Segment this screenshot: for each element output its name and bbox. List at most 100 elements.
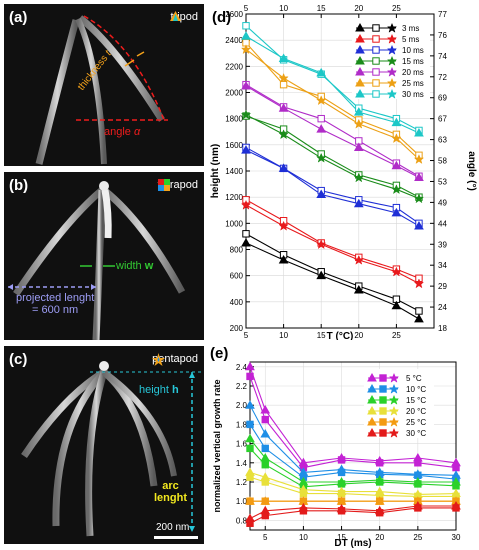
y-axis-title: normalized vertical growth rate (212, 379, 222, 512)
legend-label: 5 °C (406, 374, 422, 383)
y2-tick-label: 49 (438, 198, 447, 207)
data-point (278, 254, 289, 264)
legend-marker (355, 55, 365, 65)
data-point (242, 22, 250, 30)
x-top-tick-label: 25 (392, 4, 401, 13)
data-point (316, 152, 327, 163)
data-point (240, 199, 252, 210)
y-tick-label: 800 (230, 246, 244, 255)
data-point (337, 497, 346, 505)
data-point (353, 285, 364, 294)
y2-tick-label: 29 (438, 282, 447, 291)
data-point (391, 133, 402, 144)
data-point (391, 184, 402, 195)
data-point (278, 53, 289, 62)
legend-label: 20 ms (402, 68, 424, 77)
data-point (391, 300, 402, 310)
data-point (245, 400, 255, 409)
x-tick-label: 30 (452, 533, 461, 542)
panel-label-c: (c) (9, 351, 28, 368)
data-point (299, 507, 308, 515)
sem-image-tetrapod: (b) tetrapod width w projected lenght = … (4, 172, 204, 340)
data-point (414, 313, 424, 323)
legend-label: 3 ms (402, 24, 419, 33)
pentapod-legend: pentapod (152, 353, 198, 365)
y2-axis-title: angle (°) (466, 151, 477, 191)
y2-tick-label: 24 (438, 303, 447, 312)
legend-marker (355, 44, 365, 54)
data-point (260, 452, 271, 462)
legend-label: 25 ms (402, 79, 424, 88)
series-line-height (245, 233, 420, 312)
data-point (261, 415, 269, 424)
data-point (246, 473, 254, 481)
data-point (261, 511, 269, 520)
projected-length-label: projected lenght = 600 nm (16, 292, 95, 316)
data-point (316, 239, 327, 250)
legend-marker (388, 372, 400, 383)
data-point (353, 198, 364, 208)
y-tick-label: 1.2 (236, 478, 248, 487)
legend-marker (355, 77, 365, 87)
y2-tick-label: 74 (438, 52, 447, 61)
legend-marker (388, 427, 400, 438)
y2-tick-label: 39 (438, 240, 447, 249)
legend-marker (367, 427, 377, 437)
series-15ms (240, 109, 425, 204)
legend-marker (386, 77, 398, 88)
x-axis-title: DT (ms) (334, 538, 371, 548)
data-point (353, 107, 364, 116)
pentapod-micrograph (21, 361, 204, 539)
data-point (391, 160, 402, 170)
data-point (413, 193, 425, 204)
series-5ms (240, 196, 425, 289)
legend-marker (386, 44, 398, 55)
y-tick-label: 200 (230, 324, 244, 333)
legend-marker (372, 24, 380, 32)
series-30ms (241, 22, 424, 137)
x-tick-label: 20 (375, 533, 384, 542)
x-top-tick-label: 10 (279, 4, 288, 13)
data-point (316, 124, 327, 133)
y-tick-label: 1800 (225, 115, 243, 124)
data-point (376, 459, 384, 467)
y2-tick-label: 18 (438, 324, 447, 333)
data-point (376, 478, 384, 486)
pentapod-star-icon (152, 353, 166, 366)
data-point (246, 497, 254, 505)
y-tick-label: 2200 (225, 62, 243, 71)
data-point (278, 72, 289, 83)
legend-marker (355, 66, 365, 76)
data-point (376, 497, 384, 505)
y-tick-label: 1.6 (236, 440, 248, 449)
legend-marker (386, 88, 398, 99)
y-tick-label: 600 (230, 272, 244, 281)
data-point (413, 278, 425, 289)
data-point (337, 468, 346, 477)
angle-label: angle α (104, 126, 141, 138)
data-point (278, 103, 289, 112)
x-tick-label: 15 (317, 331, 326, 340)
data-point (241, 237, 251, 247)
legend-label: 5 ms (402, 35, 419, 44)
data-point (278, 163, 289, 172)
series-line-angle (245, 204, 420, 285)
y2-tick-label: 34 (438, 261, 447, 270)
data-point (414, 220, 424, 230)
y-tick-label: 2000 (225, 89, 243, 98)
width-label: width w (116, 260, 154, 272)
legend-marker (355, 33, 365, 43)
legend-marker (386, 33, 398, 44)
y-tick-label: 1400 (225, 167, 243, 176)
legend-marker (388, 405, 400, 416)
data-point (376, 509, 384, 517)
legend-marker (386, 22, 398, 33)
data-point (414, 172, 424, 182)
data-point (261, 444, 269, 453)
legend-label: 15 ms (402, 57, 424, 66)
y2-tick-label: 69 (438, 94, 447, 103)
y-axis-title: height (nm) (210, 144, 221, 198)
data-point (353, 118, 364, 129)
legend-marker (372, 79, 380, 87)
legend-marker (367, 416, 377, 426)
